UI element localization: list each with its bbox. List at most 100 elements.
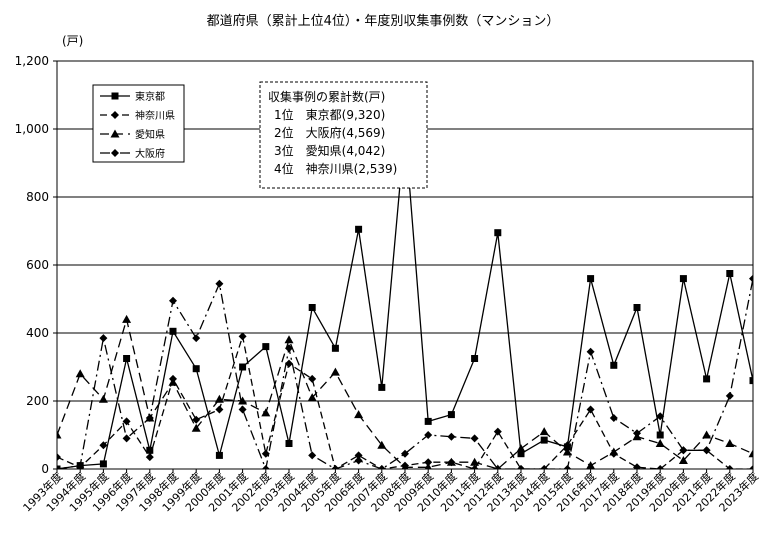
data-point: [354, 410, 364, 419]
data-point: [238, 332, 247, 341]
data-point: [145, 453, 154, 462]
data-point: [748, 449, 753, 458]
series-4: [57, 274, 753, 469]
data-point: [146, 446, 154, 454]
data-point: [238, 396, 248, 405]
data-point: [99, 334, 108, 343]
data-point: [424, 417, 432, 425]
data-point: [471, 355, 479, 362]
data-point: [57, 465, 61, 469]
data-point: [447, 411, 455, 419]
y-tick-label: 1,200: [15, 54, 49, 68]
data-point: [98, 394, 108, 403]
data-point: [308, 374, 317, 383]
legend-label: 東京都: [135, 90, 165, 103]
data-point: [540, 465, 549, 469]
x-axis-ticks: 1993年度1994年度1995年度1996年度1997年度1998年度1999…: [20, 469, 761, 514]
data-point: [168, 377, 178, 386]
data-point: [215, 279, 224, 288]
y-tick-label: 400: [26, 326, 49, 340]
data-point: [285, 359, 293, 368]
data-point: [656, 431, 664, 439]
note-line: 4位 神奈川県(2,539): [274, 161, 397, 176]
data-point: [307, 393, 317, 402]
data-point: [192, 334, 201, 343]
data-point: [122, 417, 131, 426]
y-tick-label: 1,000: [15, 122, 49, 136]
data-point: [76, 461, 85, 469]
y-tick-label: 800: [26, 190, 49, 204]
data-point: [725, 439, 735, 447]
data-point: [122, 314, 132, 323]
note-box: [259, 81, 428, 189]
data-point: [470, 457, 480, 466]
data-point: [725, 465, 734, 469]
note-title: 収集事例の累計数(戸): [268, 89, 385, 104]
data-point: [285, 344, 293, 353]
y-axis-ticks: 0 200 400 600 800 1,000 1,200: [15, 54, 57, 476]
data-point: [655, 439, 665, 447]
series-line: [57, 316, 753, 469]
data-point: [562, 447, 572, 456]
data-point: [169, 327, 177, 335]
data-point: [424, 462, 432, 469]
data-point: [470, 434, 479, 443]
series-group: [57, 125, 753, 469]
data-point: [285, 440, 293, 447]
data-point: [192, 415, 201, 424]
data-point: [123, 355, 131, 362]
data-point: [57, 453, 61, 462]
data-point: [261, 408, 271, 417]
note-line: 2位 大阪府(4,569): [274, 125, 385, 140]
data-point: [609, 447, 619, 456]
data-point: [749, 274, 753, 283]
data-point: [355, 225, 363, 233]
data-point: [57, 430, 62, 439]
data-point: [726, 270, 734, 277]
legend-label: 神奈川県: [135, 109, 175, 122]
data-point: [633, 463, 641, 469]
data-point: [331, 344, 339, 352]
data-point: [330, 367, 340, 376]
legend-marker: [111, 92, 119, 100]
data-point: [679, 446, 688, 455]
data-point: [633, 429, 641, 438]
data-point: [679, 275, 687, 283]
data-point: [656, 465, 665, 469]
data-point: [493, 465, 502, 469]
data-point: [215, 451, 223, 459]
data-point: [587, 275, 595, 283]
data-point: [214, 394, 224, 403]
data-point: [145, 414, 154, 422]
data-point: [239, 363, 247, 371]
y-tick-label: 600: [26, 258, 49, 272]
data-point: [215, 405, 224, 414]
data-point: [610, 361, 618, 369]
data-point: [725, 391, 734, 400]
data-point: [378, 383, 386, 391]
data-point: [262, 343, 270, 351]
series-3: [57, 314, 753, 469]
data-point: [308, 451, 317, 460]
legend-label: 大阪府: [135, 147, 165, 160]
data-point: [678, 456, 688, 464]
data-point: [702, 446, 711, 455]
data-point: [446, 457, 456, 466]
legend-marker: [111, 149, 119, 157]
data-point: [75, 369, 85, 378]
data-point: [122, 434, 131, 443]
data-point: [191, 423, 201, 432]
y-axis-unit: (戸): [62, 34, 84, 48]
legend-box: [92, 84, 185, 163]
data-point: [99, 441, 108, 450]
data-point: [447, 432, 456, 441]
data-point: [633, 304, 641, 311]
data-point: [493, 427, 502, 436]
data-point: [354, 451, 363, 460]
data-point: [540, 436, 548, 444]
data-point: [586, 405, 595, 414]
data-point: [517, 465, 525, 469]
data-point: [586, 461, 596, 469]
legend-marker: [110, 129, 120, 138]
